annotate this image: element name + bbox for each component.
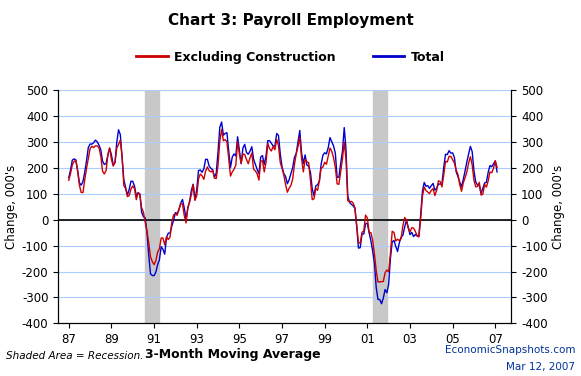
- Text: 3-Month Moving Average: 3-Month Moving Average: [145, 348, 320, 361]
- Bar: [372, 90, 387, 323]
- Text: Chart 3: Payroll Employment: Chart 3: Payroll Employment: [168, 13, 413, 28]
- Text: EconomicSnapshots.com: EconomicSnapshots.com: [444, 345, 575, 355]
- Legend: Excluding Construction, Total: Excluding Construction, Total: [131, 46, 450, 69]
- Text: Mar 12, 2007: Mar 12, 2007: [506, 362, 575, 372]
- Bar: [145, 90, 159, 323]
- Y-axis label: Change, 000's: Change, 000's: [552, 165, 565, 249]
- Text: Shaded Area = Recession.: Shaded Area = Recession.: [6, 351, 144, 361]
- Y-axis label: Change, 000's: Change, 000's: [5, 165, 17, 249]
